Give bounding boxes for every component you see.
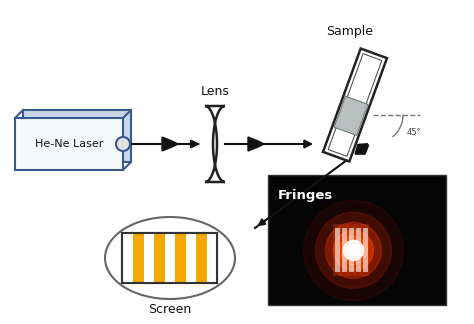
Bar	[175, 233, 186, 283]
Text: Fringes: Fringes	[278, 189, 333, 202]
Circle shape	[333, 230, 374, 271]
Bar	[342, 228, 347, 272]
Bar	[356, 228, 361, 272]
Circle shape	[344, 240, 364, 260]
Ellipse shape	[105, 217, 235, 299]
Bar	[335, 228, 340, 272]
Bar	[349, 228, 354, 272]
Bar	[363, 228, 368, 272]
Polygon shape	[162, 137, 178, 151]
Circle shape	[346, 242, 362, 259]
Bar	[196, 233, 207, 283]
Bar	[122, 233, 218, 283]
Bar	[144, 233, 154, 283]
Bar	[165, 233, 175, 283]
Bar	[362, 225, 369, 276]
Circle shape	[326, 222, 382, 278]
Circle shape	[116, 137, 130, 151]
Bar	[15, 118, 123, 170]
Circle shape	[347, 244, 359, 256]
Polygon shape	[205, 106, 225, 182]
Circle shape	[315, 213, 392, 288]
Polygon shape	[355, 144, 368, 154]
Text: 45°: 45°	[407, 128, 422, 137]
Polygon shape	[323, 49, 387, 161]
Circle shape	[339, 237, 367, 264]
Bar	[340, 225, 348, 276]
Bar	[122, 233, 133, 283]
Bar	[333, 225, 341, 276]
Text: He-Ne Laser: He-Ne Laser	[35, 139, 103, 149]
Text: Sample: Sample	[327, 25, 374, 38]
Circle shape	[303, 201, 403, 300]
Text: Lens: Lens	[201, 85, 229, 98]
Bar	[154, 233, 165, 283]
Bar	[207, 233, 218, 283]
Bar	[133, 233, 144, 283]
Text: Screen: Screen	[148, 303, 191, 316]
Bar	[122, 233, 218, 283]
Bar	[347, 225, 356, 276]
Bar	[23, 110, 131, 162]
Bar	[186, 233, 196, 283]
Bar	[268, 175, 446, 305]
Polygon shape	[334, 96, 368, 135]
Bar	[355, 225, 363, 276]
Polygon shape	[248, 137, 264, 151]
